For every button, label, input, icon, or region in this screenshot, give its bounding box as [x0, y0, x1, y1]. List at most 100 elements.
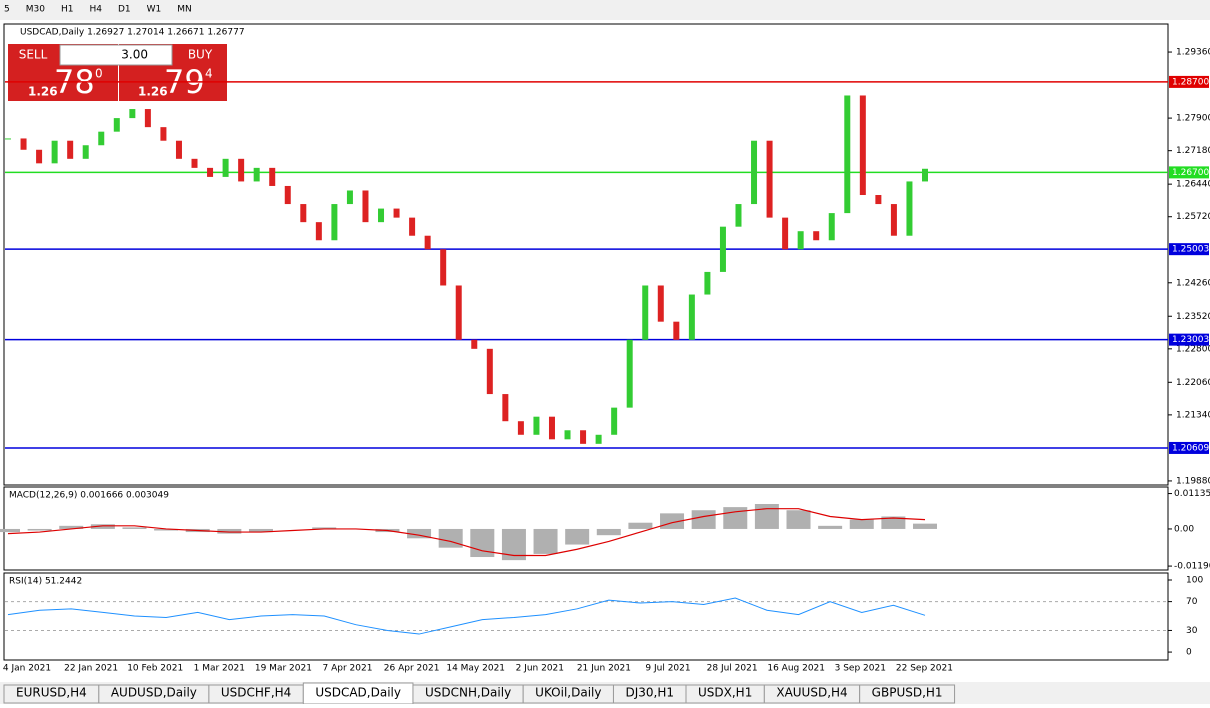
level-tag [1169, 441, 1209, 454]
candle [175, 140, 182, 159]
candle [222, 158, 229, 177]
macd-panel [3, 486, 1169, 571]
tab-label[interactable]: GBPUSD,H1 [872, 686, 943, 700]
candle [238, 158, 245, 182]
candle [300, 204, 307, 223]
candle [906, 181, 913, 236]
candle [269, 167, 276, 186]
macd-tick-label: 0.01135 [1174, 489, 1210, 499]
candle [642, 285, 649, 340]
timeframe-button[interactable]: H1 [61, 5, 74, 15]
price-tick-label: 1.29360 [1176, 48, 1210, 58]
macd-bar [565, 528, 590, 545]
candle [393, 208, 400, 218]
candle [875, 195, 882, 205]
date-label: 22 Jan 2021 [64, 664, 118, 674]
price-tick-label: 1.24260 [1176, 278, 1210, 288]
candle [455, 285, 462, 340]
tab-label[interactable]: DJ30,H1 [625, 686, 674, 700]
candle [331, 204, 338, 241]
timeframe-button[interactable]: MN [177, 5, 192, 15]
date-label: 21 Jun 2021 [577, 664, 631, 674]
macd-bar [818, 525, 843, 529]
tab-label[interactable]: USDCAD,Daily [315, 686, 401, 700]
candle [890, 204, 897, 236]
candle [704, 271, 711, 295]
candle [253, 167, 260, 182]
tab-label[interactable]: USDCNH,Daily [425, 686, 511, 700]
tab-label[interactable]: AUDUSD,Daily [111, 686, 197, 700]
lots-box[interactable] [59, 44, 173, 66]
macd-bar [596, 528, 621, 536]
timeframe-button[interactable]: W1 [147, 5, 162, 15]
candle [548, 416, 555, 440]
level-label: 1.20609 [1172, 443, 1209, 453]
lots[interactable]: 3.00 [121, 48, 148, 62]
macd-bar [913, 523, 937, 529]
level-tag [1169, 75, 1209, 88]
macd-bar [90, 524, 115, 529]
candle [129, 109, 136, 119]
candle [424, 235, 431, 250]
level-tag [1169, 333, 1209, 346]
macd-tick-label: 0.00 [1174, 524, 1194, 534]
candle [922, 168, 928, 182]
tab-label[interactable]: XAUUSD,H4 [776, 686, 847, 700]
candle [51, 140, 58, 164]
price-tick-label: 1.19880 [1176, 476, 1210, 486]
candle [844, 95, 851, 214]
timeframe-button[interactable]: H4 [89, 5, 102, 15]
candle [828, 213, 835, 241]
tab-label[interactable]: USDCHF,H4 [221, 686, 291, 700]
candle [502, 394, 509, 422]
level-tag [1169, 243, 1209, 256]
timeframe-button[interactable]: D1 [118, 5, 131, 15]
date-label: 2 Jun 2021 [516, 664, 564, 674]
rsi-tick-label: 100 [1186, 575, 1203, 585]
macd-bar [470, 528, 495, 558]
level-label: 1.26700 [1172, 168, 1209, 178]
tab-label[interactable]: USDX,H1 [698, 686, 752, 700]
sell-frac: 0 [95, 67, 103, 81]
buy-button[interactable]: BUY [188, 48, 213, 62]
date-label: 16 Aug 2021 [767, 664, 825, 674]
price-tick-label: 1.21340 [1176, 410, 1210, 420]
price-tick-label: 1.25720 [1176, 212, 1210, 222]
level-tag [1169, 166, 1209, 179]
date-label: 26 Apr 2021 [384, 664, 440, 674]
candle [378, 208, 385, 223]
tab[interactable] [859, 684, 956, 704]
date-label: 3 Sep 2021 [835, 664, 886, 674]
candle [82, 145, 89, 159]
timeframe-button[interactable]: 5 [4, 5, 10, 15]
sell-button[interactable]: SELL [19, 48, 48, 62]
macd-bar [122, 527, 147, 529]
price-tick-label: 1.22060 [1176, 378, 1210, 388]
macd-label: MACD(12,26,9) 0.001666 0.003049 [9, 491, 169, 501]
candle [797, 231, 804, 250]
rsi-label: RSI(14) 51.2442 [9, 577, 82, 587]
date-label: 14 May 2021 [446, 664, 505, 674]
candle [533, 416, 540, 435]
macd-bar [754, 503, 779, 529]
date-label: 7 Apr 2021 [323, 664, 373, 674]
sell-big: 1.26 [28, 85, 58, 99]
macd-bar [248, 528, 273, 533]
candle [751, 140, 758, 205]
candle [409, 217, 416, 236]
tab-label[interactable]: EURUSD,H4 [16, 686, 87, 700]
tab-label[interactable]: UKOil,Daily [535, 686, 601, 700]
candle [611, 407, 618, 435]
date-label: 9 Jul 2021 [645, 664, 690, 674]
candle [813, 231, 820, 241]
macd-bar [533, 528, 558, 554]
candle [5, 138, 11, 140]
timeframe-button[interactable]: M30 [26, 5, 45, 15]
macd-bar [407, 528, 432, 539]
candle [67, 140, 74, 159]
macd-bar [0, 528, 20, 533]
candle [517, 421, 524, 435]
candle [144, 109, 151, 128]
rsi-line [7, 597, 926, 635]
candle [564, 430, 571, 440]
